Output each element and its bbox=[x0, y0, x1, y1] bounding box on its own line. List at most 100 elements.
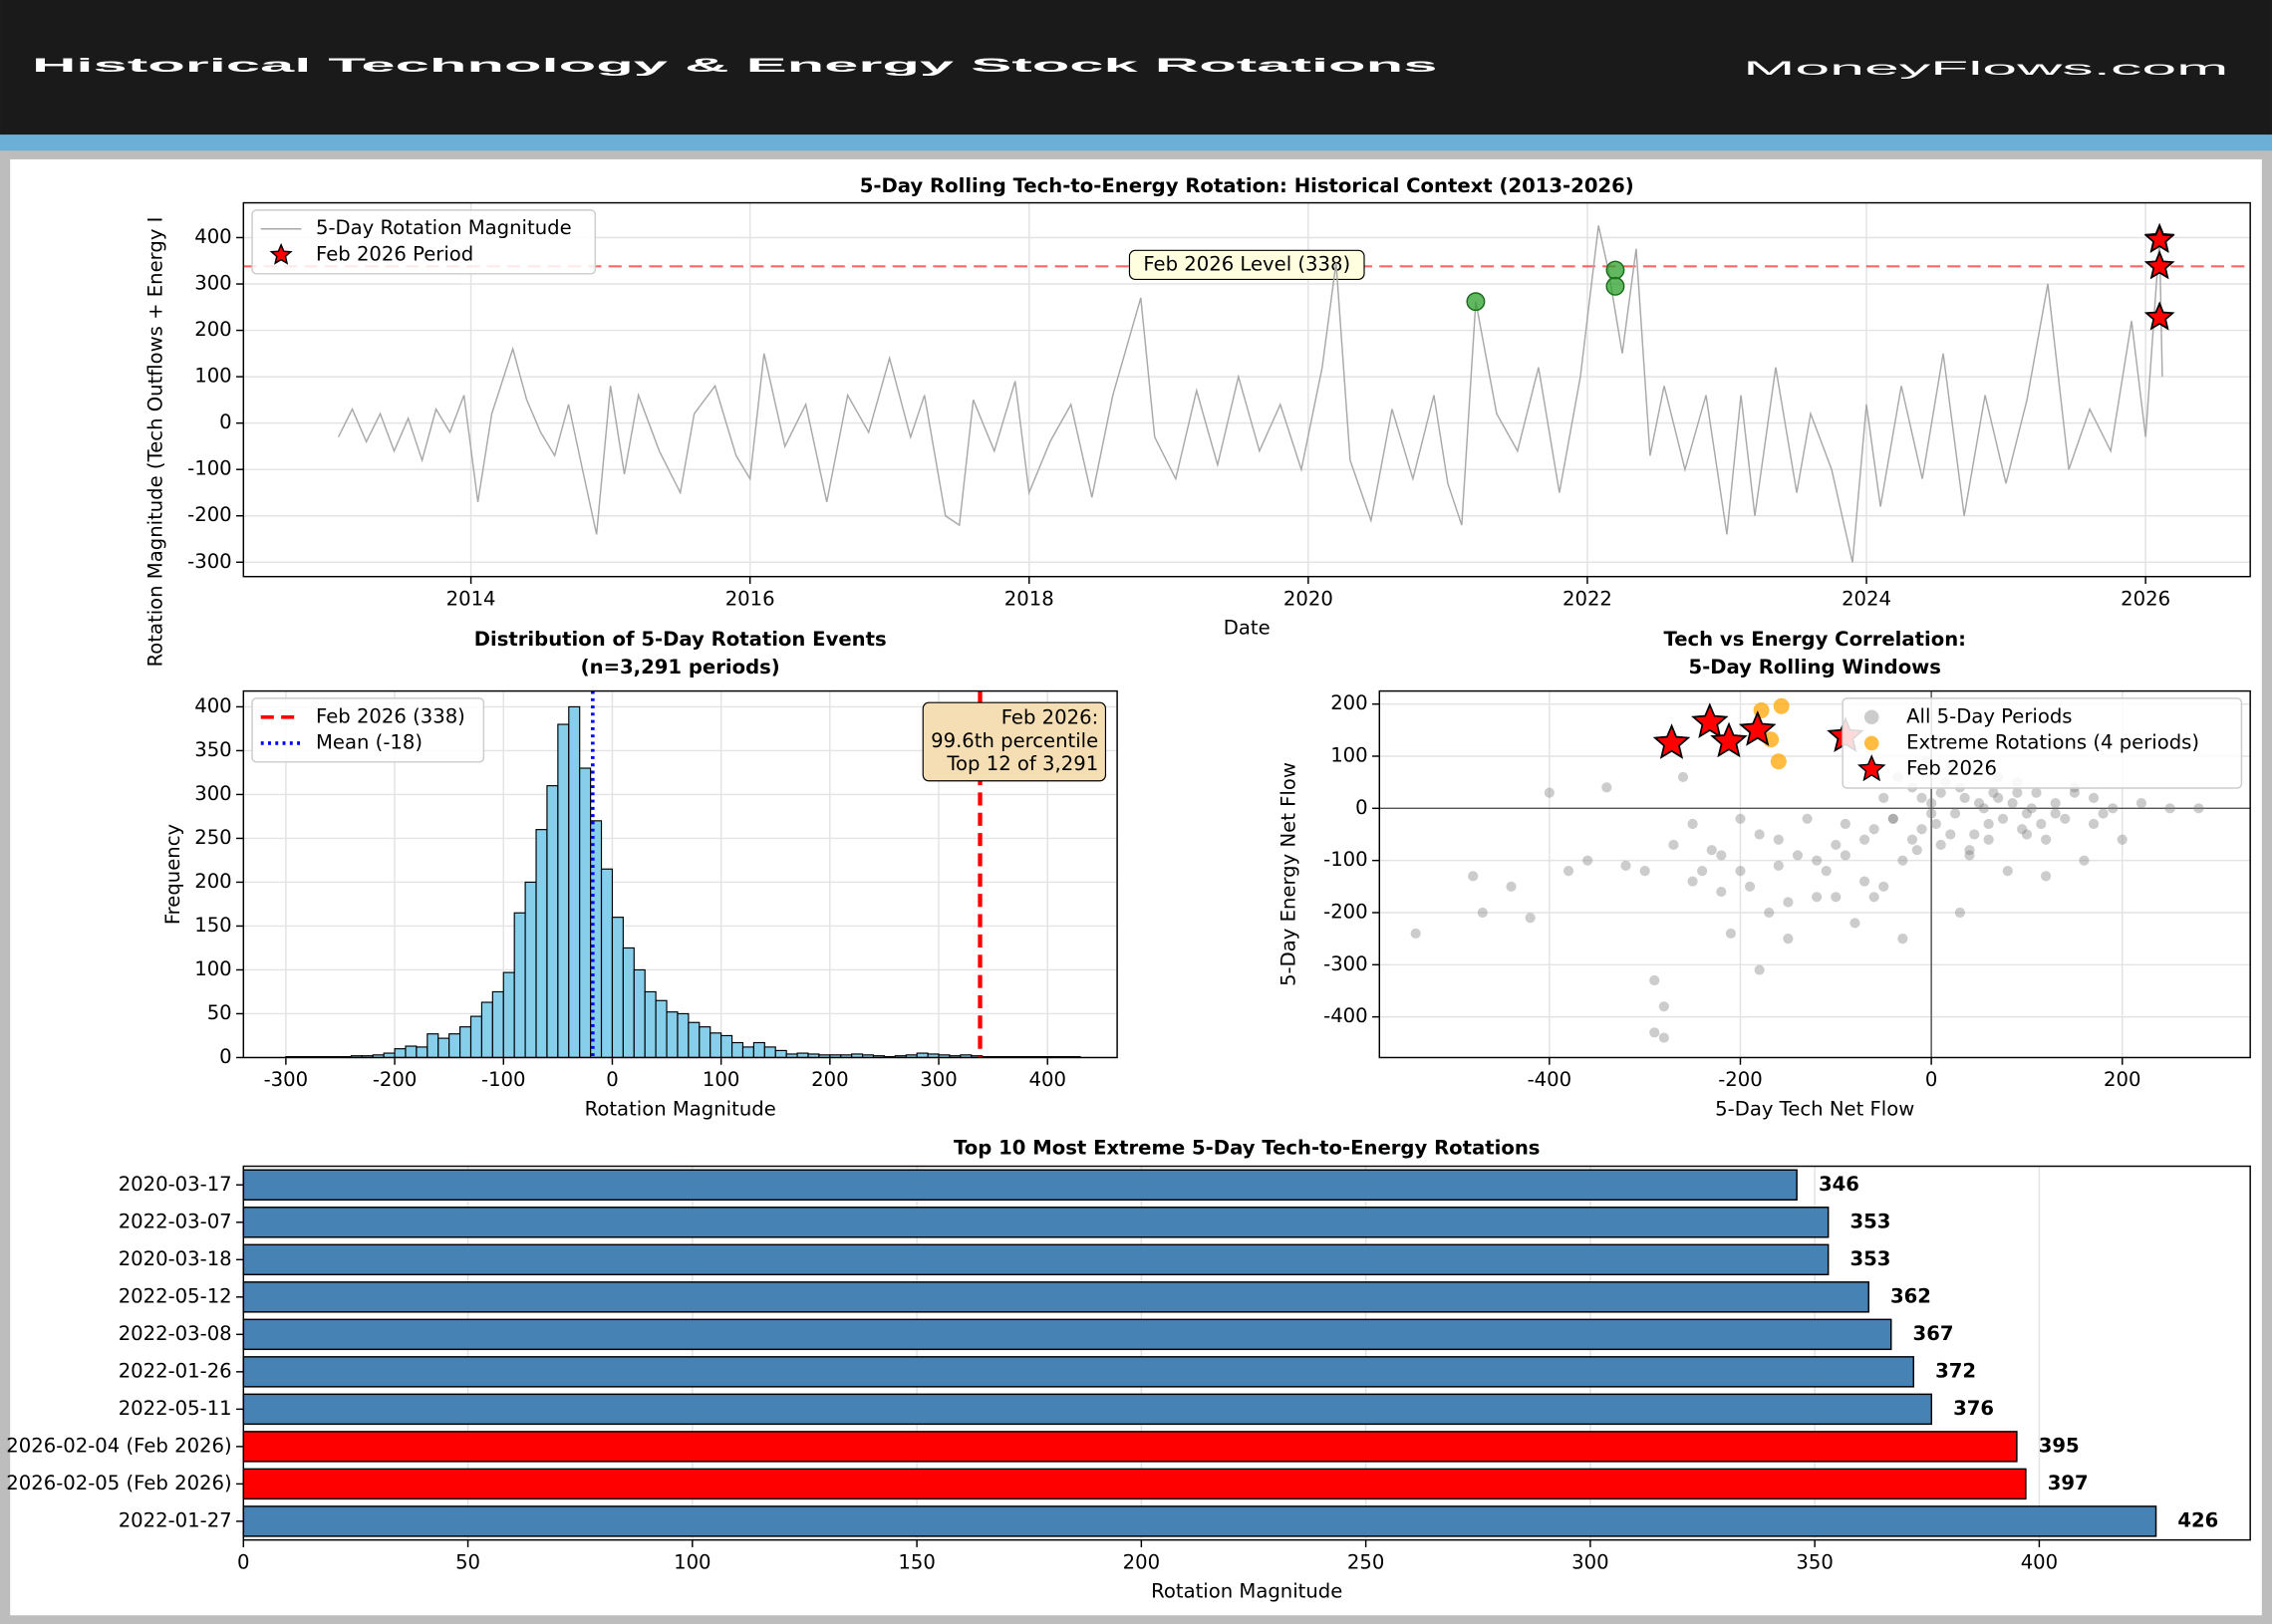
point bbox=[1525, 913, 1536, 924]
x-tick-label: 2014 bbox=[446, 587, 496, 610]
bar bbox=[242, 1505, 2157, 1537]
y-tick-label: 400 bbox=[194, 694, 231, 717]
legend-box bbox=[1842, 697, 2243, 789]
star-marker bbox=[1710, 721, 1748, 758]
point bbox=[2026, 803, 2037, 814]
x-tick-label: 2018 bbox=[1004, 587, 1054, 610]
point bbox=[1697, 866, 1708, 877]
legend-swatch bbox=[269, 242, 293, 265]
histogram-bar bbox=[730, 1041, 744, 1059]
y-axis-label: Frequency bbox=[161, 823, 184, 925]
point bbox=[1605, 276, 1625, 296]
point bbox=[1858, 876, 1870, 887]
legend-label: All 5-Day Periods bbox=[1906, 704, 2072, 727]
point bbox=[2041, 871, 2052, 882]
point bbox=[2036, 818, 2047, 830]
histogram-bar bbox=[600, 868, 614, 1059]
point bbox=[1812, 892, 1823, 903]
star-marker bbox=[2143, 250, 2175, 280]
header-logo: MoneyFlows.com bbox=[1743, 58, 2228, 80]
series-line bbox=[337, 225, 2163, 563]
point bbox=[2050, 798, 2061, 809]
point bbox=[1978, 803, 1989, 814]
point bbox=[2079, 855, 2090, 866]
histogram-bar bbox=[622, 947, 635, 1059]
chart-subtitle: 5-Day Rolling Windows bbox=[1688, 656, 1940, 678]
point bbox=[2098, 808, 2109, 819]
y-tick-label: 0 bbox=[1355, 796, 1367, 819]
point bbox=[2108, 803, 2119, 814]
histogram-bar bbox=[579, 767, 592, 1059]
histogram-bar bbox=[774, 1049, 787, 1059]
y-tick-label: 2022-01-27 bbox=[119, 1508, 232, 1531]
data-label: 426 bbox=[2177, 1508, 2218, 1531]
y-tick-label: 2026-02-05 (Feb 2026) bbox=[6, 1472, 231, 1494]
bar bbox=[242, 1356, 1915, 1388]
point bbox=[1916, 824, 1927, 835]
point bbox=[1792, 850, 1804, 861]
x-tick-label: 2020 bbox=[1283, 587, 1333, 610]
bar bbox=[242, 1169, 1798, 1202]
point bbox=[1477, 907, 1488, 919]
annotation: 99.6th percentile bbox=[931, 729, 1098, 752]
annotation: Top 12 of 3,291 bbox=[946, 752, 1098, 775]
histogram-bar bbox=[535, 829, 548, 1059]
point bbox=[1878, 881, 1889, 892]
x-tick-label: 150 bbox=[898, 1550, 935, 1573]
histogram-bar bbox=[633, 968, 646, 1059]
y-tick-label: 50 bbox=[207, 1001, 232, 1024]
y-tick-label: 300 bbox=[194, 782, 231, 805]
legend-box bbox=[251, 697, 485, 763]
histogram-bar bbox=[710, 1032, 722, 1059]
point bbox=[1849, 918, 1860, 929]
data-label: 353 bbox=[1849, 1247, 1890, 1270]
histogram-bar bbox=[469, 1015, 483, 1059]
plot-frame bbox=[242, 689, 1118, 1059]
y-tick-label: 200 bbox=[1330, 691, 1367, 714]
y-tick-label: 400 bbox=[194, 225, 231, 248]
y-tick-label: 0 bbox=[219, 410, 231, 433]
point bbox=[1945, 829, 1956, 840]
point bbox=[1930, 818, 1942, 830]
histogram-bar bbox=[741, 1046, 754, 1059]
y-tick-label: 300 bbox=[194, 272, 231, 295]
annotation: Feb 2026: bbox=[1001, 706, 1098, 729]
x-tick-label: 350 bbox=[1796, 1550, 1833, 1573]
point bbox=[1716, 886, 1727, 898]
y-tick-label: 100 bbox=[194, 957, 231, 980]
point bbox=[1887, 813, 1898, 824]
point bbox=[2017, 824, 2028, 835]
data-label: 346 bbox=[1819, 1173, 1859, 1196]
data-label: 395 bbox=[2039, 1434, 2080, 1457]
point bbox=[1897, 855, 1908, 866]
annotation-box bbox=[922, 701, 1107, 782]
histogram-bar bbox=[677, 1012, 690, 1059]
x-tick-label: 200 bbox=[2104, 1068, 2140, 1091]
legend-label: Feb 2026 bbox=[1906, 757, 1997, 780]
plot-frame bbox=[242, 201, 2251, 578]
x-tick-label: 200 bbox=[1123, 1550, 1160, 1573]
y-tick-label: 2020-03-17 bbox=[119, 1173, 232, 1196]
x-axis-label: Rotation Magnitude bbox=[1151, 1580, 1342, 1603]
star-marker bbox=[2143, 301, 2175, 331]
point bbox=[1649, 1027, 1660, 1038]
x-tick-label: 2024 bbox=[1842, 587, 1891, 610]
histogram-bar bbox=[426, 1033, 439, 1059]
y-tick-label: 250 bbox=[194, 826, 231, 849]
histogram-bar bbox=[557, 723, 570, 1059]
chart-subtitle: (n=3,291 periods) bbox=[581, 656, 780, 678]
point bbox=[2135, 798, 2147, 809]
point bbox=[1935, 839, 1946, 851]
point bbox=[1658, 1032, 1669, 1043]
star-marker bbox=[2143, 223, 2175, 253]
point bbox=[2164, 803, 2175, 814]
point bbox=[1725, 928, 1736, 940]
histogram-bar bbox=[524, 881, 537, 1059]
y-axis-label: 5-Day Energy Net Flow bbox=[1278, 762, 1300, 986]
x-tick-label: 100 bbox=[674, 1550, 710, 1573]
x-tick-label: 2016 bbox=[725, 587, 775, 610]
point bbox=[1973, 798, 1985, 809]
point bbox=[1773, 860, 1784, 871]
x-tick-label: 2026 bbox=[2121, 587, 2170, 610]
